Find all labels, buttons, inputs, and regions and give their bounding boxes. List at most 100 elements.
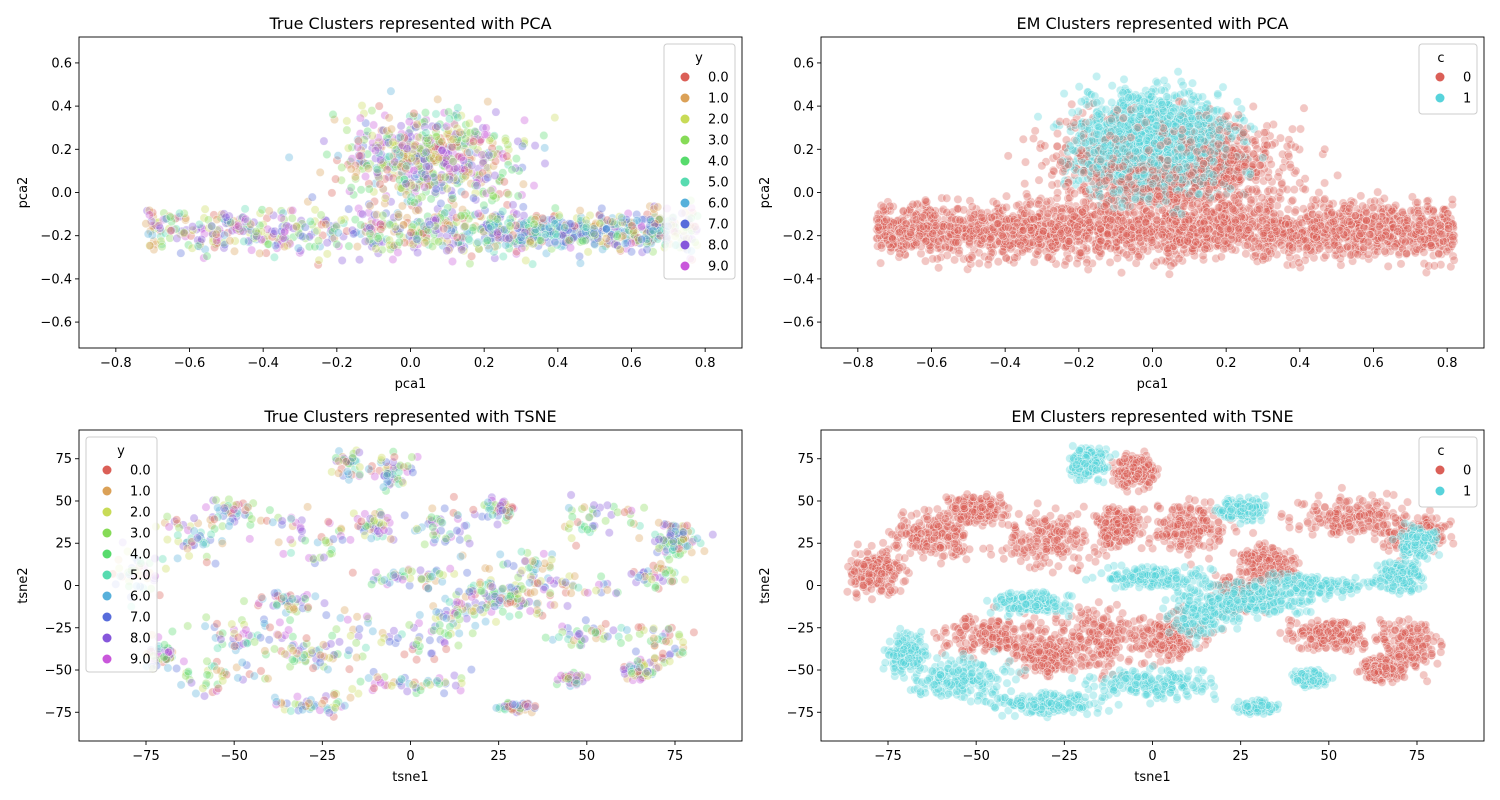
scatter-point <box>406 228 416 238</box>
scatter-point <box>394 237 404 247</box>
scatter-point <box>159 208 169 218</box>
legend-label: 6.0 <box>708 197 729 212</box>
x-tick-label: 0.0 <box>400 356 421 371</box>
scatter-point <box>1040 141 1050 151</box>
scatter-point <box>498 252 508 262</box>
scatter-point <box>199 213 209 223</box>
scatter-point <box>369 187 379 197</box>
legend-marker <box>680 261 690 271</box>
scatter-point <box>362 161 372 171</box>
scatter-point <box>444 114 454 124</box>
scatter-point <box>157 242 167 252</box>
scatter-point <box>422 174 432 184</box>
scatter-point <box>1336 260 1346 270</box>
scatter-point <box>304 232 314 242</box>
scatter-point <box>536 236 546 246</box>
scatter-point <box>234 221 244 231</box>
scatter-point <box>373 143 383 153</box>
scatter-point <box>230 236 240 246</box>
scatter-point <box>436 199 446 209</box>
scatter-point <box>409 108 419 118</box>
scatter-point <box>598 244 608 254</box>
scatter-point <box>579 222 589 232</box>
scatter-point <box>319 136 329 146</box>
scatter-point <box>521 255 531 265</box>
scatter-point <box>620 239 630 249</box>
y-tick-label: 0.0 <box>51 186 72 201</box>
scatter-point <box>370 146 380 156</box>
scatter-point <box>539 214 549 224</box>
scatter-point <box>615 244 625 254</box>
scatter-point <box>451 213 461 223</box>
scatter-point <box>876 258 886 268</box>
subplot-1: −0.8 −0.6 −0.4 −0.2 0.0 0.2 0.4 0.6 0.8−0.6−0.4−… <box>16 14 743 392</box>
scatter-point <box>397 201 407 211</box>
scatter-point <box>467 226 477 236</box>
scatter-point <box>388 255 398 265</box>
scatter-point <box>406 153 416 163</box>
scatter-point <box>256 235 266 245</box>
scatter-point <box>490 171 500 181</box>
scatter-point <box>440 218 450 228</box>
y-tick-label: −0.4 <box>40 272 72 287</box>
scatter-point <box>382 165 392 175</box>
scatter-point <box>390 157 400 167</box>
scatter-point <box>513 191 523 201</box>
scatter-point <box>431 109 441 119</box>
scatter-point <box>385 240 395 250</box>
scatter-point <box>517 243 527 253</box>
scatter-point <box>395 150 405 160</box>
scatter-point <box>518 202 528 212</box>
scatter-point <box>602 215 612 225</box>
scatter-point <box>372 165 382 175</box>
scatter-point <box>437 146 447 156</box>
scatter-point <box>488 191 498 201</box>
scatter-point <box>356 185 366 195</box>
scatter-point <box>517 190 527 200</box>
scatter-point <box>420 182 430 192</box>
scatter-point <box>371 217 381 227</box>
scatter-point <box>342 226 352 236</box>
scatter-point <box>421 147 431 157</box>
scatter-point <box>257 205 267 215</box>
scatter-point <box>315 242 325 252</box>
scatter-point <box>393 210 403 220</box>
scatter-point <box>550 237 560 247</box>
scatter-point <box>479 227 489 237</box>
scatter-point <box>472 239 482 249</box>
scatter-point <box>296 216 306 226</box>
scatter-point <box>348 229 358 239</box>
scatter-point <box>316 210 326 220</box>
scatter-point <box>564 236 574 246</box>
scatter-point <box>490 156 500 166</box>
scatter-point <box>456 211 466 221</box>
scatter-point <box>365 229 375 239</box>
scatter-point <box>551 229 561 239</box>
scatter-point <box>511 249 521 259</box>
scatter-point <box>473 114 483 124</box>
legend-marker <box>680 177 690 187</box>
scatter-point <box>1074 82 1084 92</box>
scatter-point <box>364 199 374 209</box>
scatter-point <box>240 204 250 214</box>
scatter-point <box>184 240 194 250</box>
scatter-point <box>473 237 483 247</box>
scatter-point <box>332 155 342 165</box>
scatter-point <box>340 214 350 224</box>
scatter-point <box>357 101 367 111</box>
scatter-point <box>578 236 588 246</box>
scatter-point <box>288 223 298 233</box>
scatter-point <box>382 132 392 142</box>
scatter-point <box>1412 197 1422 207</box>
scatter-point <box>504 233 514 243</box>
scatter-point <box>422 133 432 143</box>
scatter-point <box>322 249 332 259</box>
scatter-point <box>434 137 444 147</box>
scatter-point <box>547 230 557 240</box>
scatter-point <box>530 141 540 151</box>
scatter-point <box>148 221 158 231</box>
scatter-point <box>470 188 480 198</box>
scatter-point <box>181 213 191 223</box>
legend-label: 8.0 <box>708 239 729 254</box>
scatter-point <box>637 234 647 244</box>
